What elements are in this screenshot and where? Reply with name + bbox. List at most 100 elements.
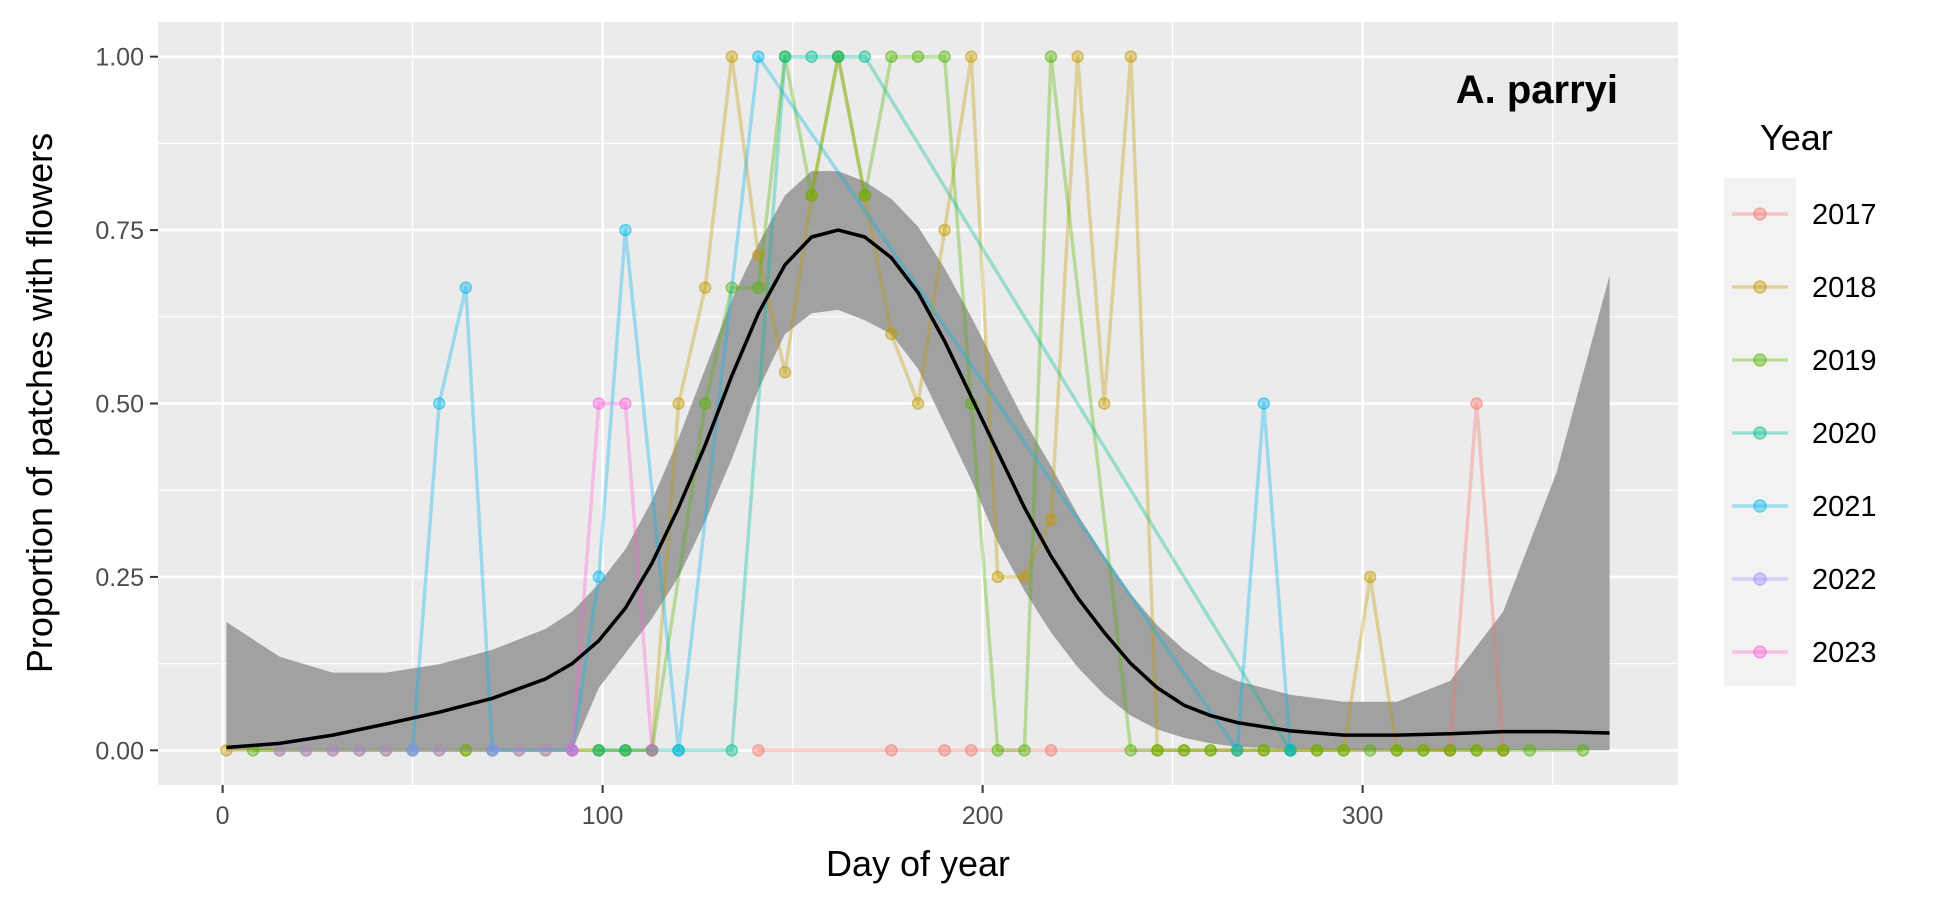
data-point-2019 [725, 281, 739, 294]
confidence-ribbon-layer [226, 171, 1610, 751]
data-point-2018 [672, 397, 685, 410]
data-point-2023 [592, 397, 606, 410]
legend-item-2022: 2022 [1732, 564, 1877, 596]
data-point-2017 [938, 744, 951, 757]
legend-label: 2021 [1812, 491, 1877, 523]
data-point-2017 [752, 744, 765, 757]
data-point-2021 [1284, 744, 1297, 757]
y-tick-label: 0.00 [95, 737, 144, 765]
data-point-2019 [698, 397, 712, 410]
data-point-2019 [1177, 744, 1191, 757]
data-point-2019 [752, 281, 765, 294]
legend-label: 2022 [1812, 564, 1877, 596]
data-point-2021 [592, 570, 606, 584]
data-point-2019 [858, 189, 872, 202]
x-axis-title: Day of year [826, 843, 1010, 884]
legend-item-2021: 2021 [1732, 491, 1877, 523]
data-point-2021 [1230, 744, 1244, 757]
data-point-2018 [698, 281, 712, 294]
legend-key-point [1753, 207, 1767, 221]
data-point-2019 [911, 50, 925, 63]
legend-key-point [1753, 280, 1767, 294]
data-point-2022 [406, 744, 419, 757]
legend-label: 2018 [1812, 272, 1877, 304]
y-tick-label: 1.00 [95, 44, 144, 72]
confidence-ribbon [226, 171, 1610, 751]
legend-key-point [1753, 572, 1767, 586]
smooth-line-layer [226, 228, 1610, 750]
data-point-2020 [805, 50, 818, 63]
series-line-2023 [570, 401, 654, 751]
legend-key-point [1753, 353, 1767, 367]
data-point-2019 [1204, 744, 1217, 757]
y-tick-label: 0.50 [95, 391, 144, 419]
data-point-2017 [1044, 744, 1058, 757]
data-point-2017 [885, 744, 898, 757]
series-line-2017 [758, 401, 1505, 753]
data-point-2019 [1363, 744, 1377, 757]
x-tick-label: 100 [582, 802, 624, 830]
data-point-2022 [326, 744, 340, 757]
data-point-2021 [619, 223, 632, 237]
x-tick-label: 0 [216, 802, 230, 830]
data-point-2017 [964, 744, 978, 757]
data-point-2021 [432, 397, 446, 410]
data-point-2023 [565, 744, 579, 757]
data-point-2019 [1337, 744, 1350, 757]
data-point-2021 [672, 744, 685, 757]
data-point-2019 [991, 744, 1005, 757]
data-point-2022 [512, 744, 526, 757]
series-2023 [565, 397, 659, 757]
data-point-2018 [964, 50, 978, 63]
data-point-2018 [1124, 50, 1138, 63]
series-layer [220, 50, 1590, 757]
data-point-2019 [885, 50, 898, 63]
data-point-2019 [1151, 744, 1164, 757]
data-point-2022 [379, 744, 393, 757]
legend-label: 2019 [1812, 345, 1877, 377]
legend-item-2020: 2020 [1732, 418, 1877, 450]
series-2022 [273, 744, 579, 757]
data-point-2019 [1576, 744, 1590, 757]
series-line-2019 [253, 54, 1583, 753]
data-point-2019 [1496, 744, 1510, 757]
x-tick-label: 200 [962, 802, 1004, 830]
axes-layer: 0 100 200 300 0.00 0.25 0.50 0.75 1.00 [95, 44, 1383, 830]
data-point-2019 [1523, 744, 1537, 757]
data-point-2019 [1417, 744, 1430, 757]
data-point-2020 [778, 50, 792, 63]
data-point-2020 [858, 50, 872, 63]
series-2021 [406, 50, 1297, 757]
data-point-2019 [1390, 744, 1404, 757]
x-tick-label: 300 [1342, 802, 1384, 830]
legend-key-background [1724, 178, 1796, 686]
data-point-2019 [1044, 50, 1058, 63]
smooth-fit-line [226, 228, 1610, 750]
data-point-2021 [752, 50, 765, 63]
data-point-2019 [1257, 744, 1271, 757]
data-point-2019 [1470, 744, 1483, 757]
data-point-2018 [885, 327, 898, 341]
data-point-2018 [1097, 397, 1111, 410]
data-point-2018 [1363, 570, 1377, 584]
data-point-2022 [299, 744, 313, 757]
data-point-2019 [805, 189, 818, 202]
data-point-2020 [725, 744, 739, 757]
y-tick-label: 0.25 [95, 564, 144, 592]
legend-label: 2023 [1812, 637, 1877, 669]
series-2020 [592, 50, 1297, 757]
data-point-2022 [486, 744, 499, 757]
legend-key-point [1753, 645, 1767, 659]
series-line-2020 [598, 54, 1292, 753]
data-point-2021 [459, 281, 473, 294]
data-point-2018 [938, 223, 951, 237]
legend: 2017 2018 2019 2020 2021 2022 2023 [1732, 199, 1877, 669]
data-point-2019 [1124, 744, 1138, 757]
data-point-2022 [273, 744, 286, 757]
data-point-2018 [752, 248, 765, 262]
y-axis-title: Proportion of patches with flowers [19, 133, 60, 673]
data-point-2022 [432, 744, 446, 757]
data-point-2018 [1018, 570, 1031, 584]
data-point-2018 [725, 50, 739, 63]
